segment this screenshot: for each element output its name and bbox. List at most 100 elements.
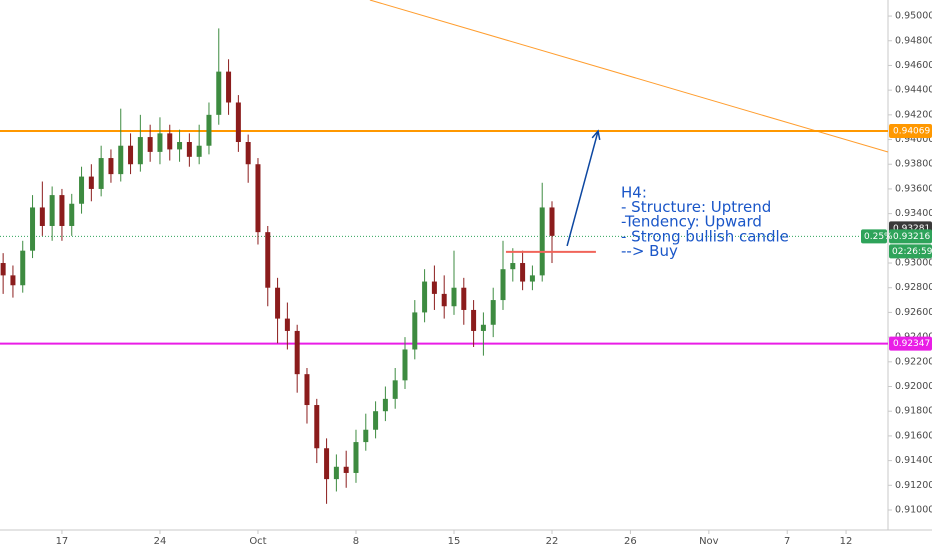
- y-tick-label: 0.91000: [895, 504, 932, 515]
- candle-body: [167, 133, 173, 150]
- candle-body: [324, 448, 330, 480]
- candle-body: [343, 466, 349, 473]
- last-price-badge: 0.93216: [893, 232, 930, 242]
- level-badge: 0.92347: [893, 339, 930, 349]
- y-tick-label: 0.91200: [895, 480, 932, 491]
- candle-body: [441, 293, 447, 307]
- candle-body: [500, 269, 506, 301]
- candle-body: [461, 287, 467, 310]
- candle-body: [0, 263, 6, 276]
- candle-body: [157, 133, 163, 152]
- candle-body: [451, 287, 457, 307]
- candle-body: [539, 207, 545, 276]
- candle-body: [402, 349, 408, 381]
- candle-body: [108, 158, 114, 175]
- level-badge: 0.94069: [893, 127, 930, 137]
- candle-body: [245, 142, 251, 165]
- candle-body: [333, 466, 339, 480]
- arrow-line: [566, 130, 599, 247]
- y-tick-label: 0.93000: [895, 258, 932, 269]
- x-tick-label: 15: [448, 536, 461, 547]
- candle-body: [235, 102, 241, 143]
- candle-body: [79, 176, 85, 204]
- y-tick-label: 0.94400: [895, 85, 932, 96]
- y-tick-label: 0.91400: [895, 455, 932, 466]
- high-badge: 0.93281: [893, 224, 930, 234]
- candle-body: [39, 207, 45, 226]
- candle-body: [382, 398, 388, 412]
- candle-body: [20, 250, 26, 286]
- candle-body: [49, 195, 55, 226]
- x-tick-label: 26: [624, 536, 637, 547]
- level-badge-bg: [889, 336, 932, 351]
- y-tick-label: 0.92600: [895, 307, 932, 318]
- candle-body: [206, 114, 212, 146]
- x-tick-label: 8: [353, 536, 359, 547]
- y-tick-label: 0.92800: [895, 282, 932, 293]
- candle-body: [422, 281, 428, 313]
- change-pill: [861, 229, 887, 244]
- note-line: -Tendency: Upward: [621, 213, 762, 231]
- countdown-label: 02:26:59: [892, 247, 932, 257]
- candle-body: [363, 429, 369, 443]
- candle-body: [98, 158, 104, 189]
- candle-body: [480, 324, 486, 331]
- y-tick-label: 0.92200: [895, 356, 932, 367]
- candle-body: [314, 405, 320, 449]
- y-tick-label: 0.94600: [895, 60, 932, 71]
- candle-body: [471, 309, 477, 331]
- candle-body: [520, 263, 526, 282]
- candle-body: [392, 380, 398, 399]
- y-tick-label: 0.94000: [895, 134, 932, 145]
- y-tick-label: 0.95000: [895, 11, 932, 22]
- countdown-bg: [889, 244, 932, 259]
- candle-body: [353, 442, 359, 473]
- x-tick-label: 7: [784, 536, 790, 547]
- candle-body: [137, 137, 143, 165]
- candle-body: [128, 145, 134, 165]
- y-tick-label: 0.93600: [895, 183, 932, 194]
- candle-body: [196, 145, 202, 157]
- x-tick-label: Nov: [699, 536, 719, 547]
- candle-body: [284, 318, 290, 331]
- level-badge-bg: [889, 124, 932, 139]
- candle-body: [147, 137, 153, 152]
- candle-body: [373, 411, 379, 430]
- note-line: - Structure: Uptrend: [621, 198, 771, 216]
- y-tick-label: 0.92000: [895, 381, 932, 392]
- candle-body: [186, 142, 192, 157]
- y-tick-label: 0.93400: [895, 208, 932, 219]
- candle-body: [294, 330, 300, 375]
- y-tick-label: 0.91600: [895, 430, 932, 441]
- candle-body: [216, 71, 222, 115]
- last-price-badge-bg: [889, 229, 932, 244]
- y-tick-label: 0.94800: [895, 35, 932, 46]
- candle-body: [10, 275, 16, 286]
- x-tick-label: 22: [546, 536, 559, 547]
- candle-body: [549, 207, 555, 236]
- candle-body: [69, 203, 75, 226]
- x-tick-label: 24: [154, 536, 167, 547]
- candle-body: [275, 287, 281, 319]
- y-tick-label: 0.91800: [895, 406, 932, 417]
- candle-body: [529, 275, 535, 282]
- x-tick-label: 17: [56, 536, 69, 547]
- y-tick-label: 0.93800: [895, 159, 932, 170]
- candle-body: [265, 232, 271, 288]
- note-line: - Strong bullish candle: [621, 227, 789, 245]
- candle-body: [118, 145, 124, 175]
- candle-body: [226, 71, 232, 103]
- candle-body: [490, 300, 496, 325]
- candle-body: [255, 164, 261, 233]
- y-tick-label: 0.94200: [895, 109, 932, 120]
- candle-body: [412, 312, 418, 350]
- candle-body: [431, 281, 437, 294]
- candle-body: [304, 374, 310, 406]
- note-line: H4:: [621, 184, 647, 202]
- candle-body: [510, 263, 516, 270]
- note-line: --> Buy: [621, 242, 678, 260]
- candle-body: [177, 142, 183, 150]
- arrow-head: [591, 129, 601, 141]
- candle-body: [59, 195, 65, 226]
